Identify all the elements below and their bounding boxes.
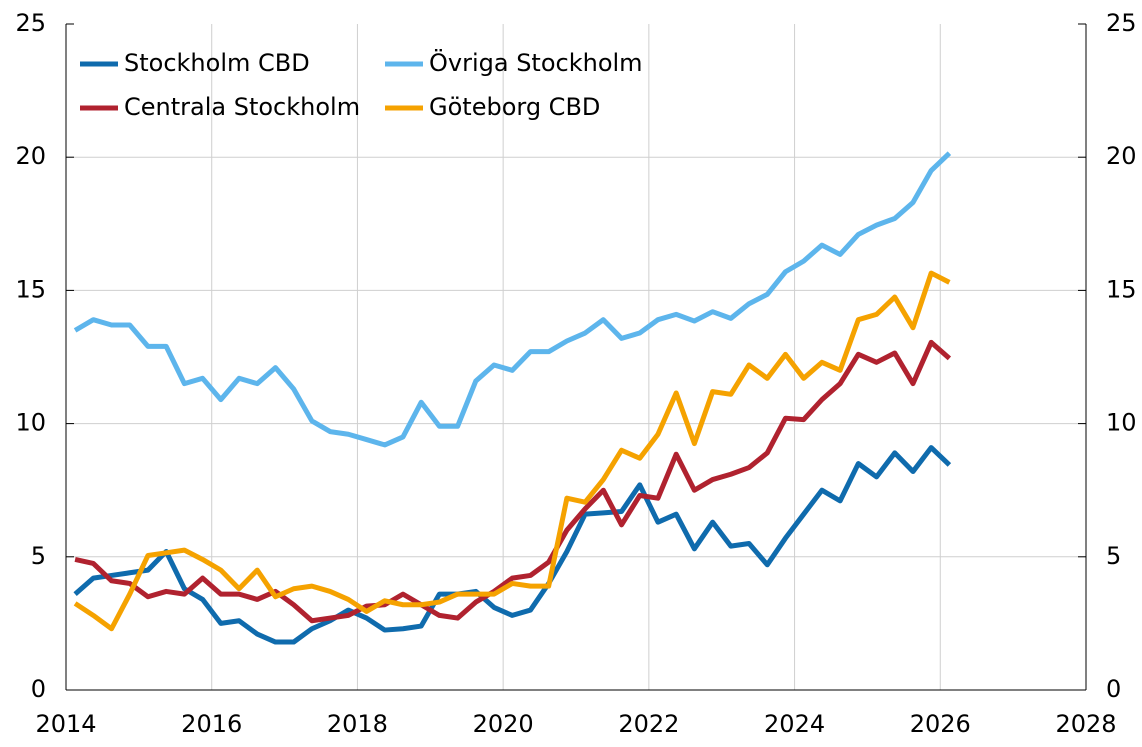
series-line bbox=[73, 445, 952, 645]
legend-label: Göteborg CBD bbox=[429, 93, 600, 121]
series-line bbox=[74, 339, 952, 624]
y-tick-label: 20 bbox=[15, 142, 46, 170]
x-tick-label: 2024 bbox=[764, 710, 825, 738]
y-tick-label: 15 bbox=[15, 275, 46, 303]
legend-label: Centrala Stockholm bbox=[124, 93, 360, 121]
y2-tick-label: 25 bbox=[1106, 9, 1137, 37]
series-line bbox=[73, 151, 952, 448]
y-tick-label: 25 bbox=[15, 9, 46, 37]
y2-tick-label: 10 bbox=[1106, 409, 1137, 437]
y-tick-label: 5 bbox=[31, 542, 46, 570]
y2-tick-label: 0 bbox=[1106, 675, 1121, 703]
y2-tick-label: 15 bbox=[1106, 275, 1137, 303]
y-tick-label: 0 bbox=[31, 675, 46, 703]
x-tick-label: 2014 bbox=[35, 710, 96, 738]
x-tick-label: 2016 bbox=[181, 710, 242, 738]
legend-label: Stockholm CBD bbox=[124, 49, 310, 77]
x-tick-label: 2018 bbox=[327, 710, 388, 738]
x-tick-label: 2026 bbox=[910, 710, 971, 738]
y2-tick-label: 20 bbox=[1106, 142, 1137, 170]
legend-label: Övriga Stockholm bbox=[429, 48, 643, 77]
series-line bbox=[73, 270, 951, 632]
x-tick-label: 2028 bbox=[1055, 710, 1116, 738]
y-tick-label: 10 bbox=[15, 409, 46, 437]
x-tick-label: 2022 bbox=[618, 710, 679, 738]
x-tick-label: 2020 bbox=[473, 710, 534, 738]
y2-tick-label: 5 bbox=[1106, 542, 1121, 570]
